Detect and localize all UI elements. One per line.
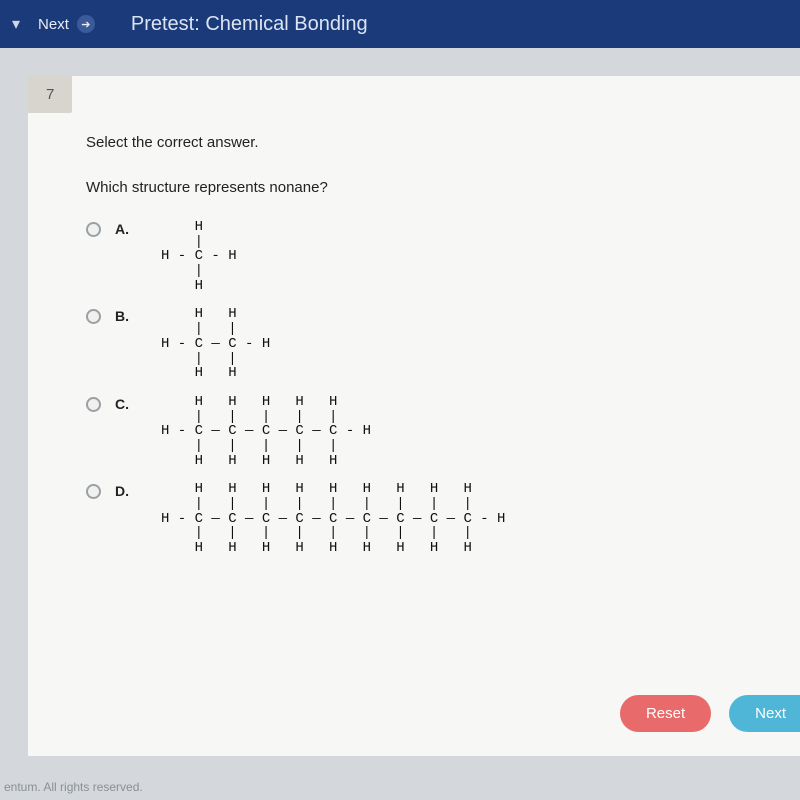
structure-a: H | H - C - H | H <box>161 220 237 293</box>
option-label: C. <box>115 396 143 412</box>
radio-a[interactable] <box>86 222 101 237</box>
copyright-footer: entum. All rights reserved. <box>4 780 143 794</box>
option-label: B. <box>115 308 143 324</box>
action-buttons: Reset Next <box>620 695 800 732</box>
question-panel: 7 Select the correct answer. Which struc… <box>28 76 800 756</box>
header-next-label: Next <box>38 16 69 33</box>
options-list: A. H | H - C - H | H B. H H | | H - C — … <box>86 220 766 556</box>
structure-c: H H H H H | | | | | H - C — C — C — C — … <box>161 395 371 468</box>
option-a[interactable]: A. H | H - C - H | H <box>86 220 766 293</box>
question-text: Which structure represents nonane? <box>86 179 766 196</box>
option-b[interactable]: B. H H | | H - C — C - H | | H H <box>86 307 766 380</box>
reset-button[interactable]: Reset <box>620 695 711 732</box>
radio-b[interactable] <box>86 309 101 324</box>
chevron-down-icon[interactable]: ▾ <box>12 14 20 34</box>
question-body: Select the correct answer. Which structu… <box>28 76 800 556</box>
structure-b: H H | | H - C — C - H | | H H <box>161 307 270 380</box>
radio-d[interactable] <box>86 484 101 499</box>
question-number-tab: 7 <box>28 76 72 113</box>
arrow-right-icon: ➔ <box>77 15 95 33</box>
option-d[interactable]: D. H H H H H H H H H | | | | | | | | | H… <box>86 482 766 555</box>
option-c[interactable]: C. H H H H H | | | | | H - C — C — C — C… <box>86 395 766 468</box>
option-label: A. <box>115 221 143 237</box>
instruction-text: Select the correct answer. <box>86 134 766 151</box>
page-title: Pretest: Chemical Bonding <box>131 13 368 36</box>
radio-c[interactable] <box>86 397 101 412</box>
option-label: D. <box>115 483 143 499</box>
structure-d: H H H H H H H H H | | | | | | | | | H - … <box>161 482 505 555</box>
header-next-link[interactable]: Next ➔ <box>38 15 95 33</box>
app-header: ▾ Next ➔ Pretest: Chemical Bonding <box>0 0 800 48</box>
next-button[interactable]: Next <box>729 695 800 732</box>
